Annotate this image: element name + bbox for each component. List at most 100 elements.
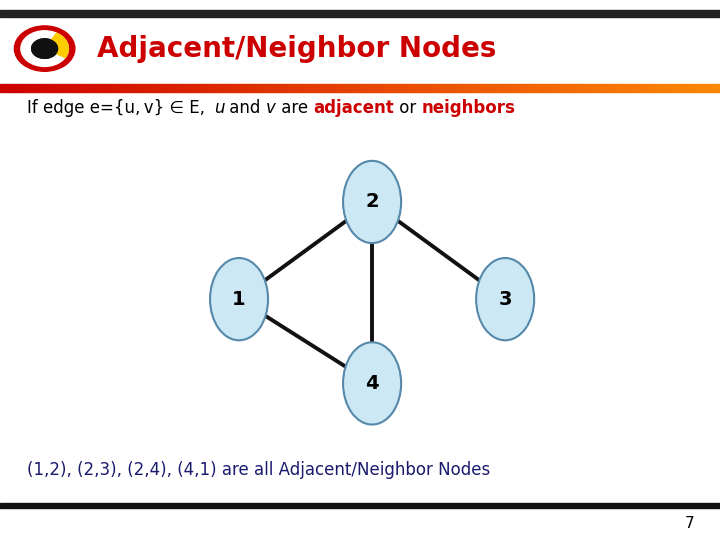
Bar (540, 84, 546, 92)
Bar (558, 84, 564, 92)
Bar (132, 84, 138, 92)
Bar (36, 84, 42, 92)
Bar (330, 84, 336, 92)
Bar (48, 84, 54, 92)
Bar (300, 84, 306, 92)
Bar (564, 84, 570, 92)
Bar (420, 84, 426, 92)
Text: Adjacent/Neighbor Nodes: Adjacent/Neighbor Nodes (97, 35, 497, 63)
Bar (192, 84, 198, 92)
Bar (108, 84, 114, 92)
Bar (138, 84, 144, 92)
Bar (474, 84, 480, 92)
Bar (594, 84, 600, 92)
Bar (654, 84, 660, 92)
Bar (456, 84, 462, 92)
Bar (372, 84, 378, 92)
Bar (336, 84, 342, 92)
Bar (678, 84, 684, 92)
Bar (24, 84, 30, 92)
Text: adjacent: adjacent (313, 99, 394, 117)
Bar (576, 84, 582, 92)
Bar (162, 84, 168, 92)
Bar (468, 84, 474, 92)
Bar (534, 84, 540, 92)
Bar (588, 84, 594, 92)
Bar (696, 84, 702, 92)
Bar (72, 84, 78, 92)
Bar (666, 84, 672, 92)
Bar (168, 84, 174, 92)
Bar (444, 84, 450, 92)
Bar (294, 84, 300, 92)
Text: 2: 2 (365, 192, 379, 212)
Bar (234, 84, 240, 92)
Bar (366, 84, 372, 92)
Bar (690, 84, 696, 92)
Bar (708, 84, 714, 92)
Bar (186, 84, 192, 92)
Bar (438, 84, 444, 92)
Bar (714, 84, 720, 92)
Bar (276, 84, 282, 92)
Circle shape (14, 26, 75, 71)
Text: v: v (266, 99, 276, 117)
Text: 7: 7 (685, 516, 695, 531)
Bar (492, 84, 498, 92)
Bar (78, 84, 84, 92)
Bar (282, 84, 288, 92)
Ellipse shape (343, 342, 401, 424)
Bar (612, 84, 618, 92)
Bar (150, 84, 156, 92)
Bar (258, 84, 264, 92)
Bar (228, 84, 234, 92)
Bar (528, 84, 534, 92)
Bar (216, 84, 222, 92)
Bar (84, 84, 90, 92)
Circle shape (32, 39, 58, 58)
Text: If edge e={u, v} ∈ E,: If edge e={u, v} ∈ E, (27, 99, 214, 117)
Text: 4: 4 (365, 374, 379, 393)
Bar (522, 84, 528, 92)
Bar (324, 84, 330, 92)
Bar (246, 84, 252, 92)
Text: (1,2), (2,3), (2,4), (4,1) are all Adjacent/Neighbor Nodes: (1,2), (2,3), (2,4), (4,1) are all Adjac… (27, 461, 490, 479)
Text: and: and (224, 99, 266, 117)
Bar (240, 84, 246, 92)
Bar (384, 84, 390, 92)
Bar (210, 84, 216, 92)
Bar (90, 84, 96, 92)
Bar (318, 84, 324, 92)
Ellipse shape (210, 258, 268, 340)
Bar (402, 84, 408, 92)
Bar (660, 84, 666, 92)
Bar (30, 84, 36, 92)
Circle shape (32, 39, 58, 58)
Bar (96, 84, 102, 92)
Bar (582, 84, 588, 92)
Ellipse shape (343, 161, 401, 243)
Bar (510, 84, 516, 92)
Bar (66, 84, 72, 92)
Bar (264, 84, 270, 92)
Bar (552, 84, 558, 92)
Bar (378, 84, 384, 92)
Bar (486, 84, 492, 92)
Bar (546, 84, 552, 92)
Bar (462, 84, 468, 92)
Bar (618, 84, 624, 92)
Bar (636, 84, 642, 92)
Text: are: are (276, 99, 313, 117)
Bar (624, 84, 630, 92)
Ellipse shape (476, 258, 534, 340)
Bar (480, 84, 486, 92)
Bar (498, 84, 504, 92)
Bar (648, 84, 654, 92)
Bar (114, 84, 120, 92)
Bar (126, 84, 132, 92)
Bar (204, 84, 210, 92)
Bar (12, 84, 18, 92)
Bar (672, 84, 678, 92)
Bar (180, 84, 186, 92)
Bar (288, 84, 294, 92)
